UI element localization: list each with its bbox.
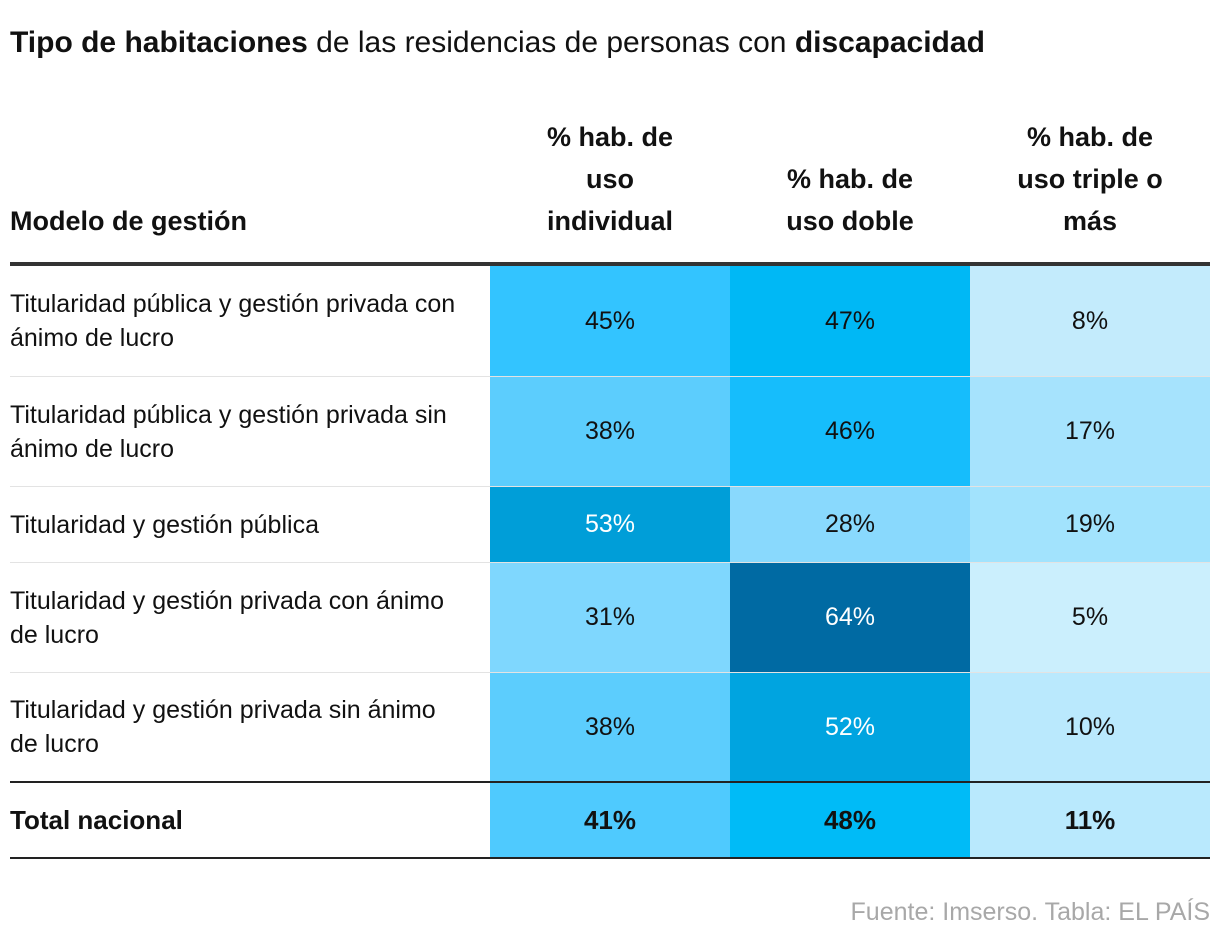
value-cell-individual: 38% [490, 673, 730, 781]
value-cell-individual: 31% [490, 563, 730, 672]
header-doble-column: % hab. de uso doble [730, 158, 970, 242]
header-line: individual [546, 206, 673, 236]
row-label: Titularidad pública y gestión privada si… [10, 377, 490, 486]
header-line: uso doble [786, 206, 914, 236]
footer-credit: Tabla: EL PAÍS [1044, 898, 1210, 926]
chart-title: Tipo de habitaciones de las residencias … [10, 24, 985, 62]
title-regular: de las residencias de personas con [307, 26, 795, 59]
header-line: % hab. de [786, 164, 914, 194]
value-cell-triple: 8% [970, 266, 1210, 376]
title-bold-1: Tipo de habitaciones [10, 26, 308, 59]
row-label: Titularidad y gestión privada con ánimo … [10, 563, 490, 672]
row-label-text: Titularidad y gestión pública [10, 510, 319, 539]
header-individual-column: % hab. de uso individual [490, 116, 730, 242]
title-bold-2: discapacidad [794, 26, 985, 59]
row-label: Titularidad y gestión pública [10, 487, 490, 562]
total-cell-doble: 48% [730, 783, 970, 857]
value-cell-triple: 5% [970, 563, 1210, 672]
row-label-text: Titularidad y gestión privada con ánimo … [10, 586, 445, 649]
header-triple-column: % hab. de uso triple o más [970, 116, 1210, 242]
header-line: más [1062, 206, 1118, 236]
value-cell-individual: 53% [490, 487, 730, 562]
total-label-text: Total nacional [10, 805, 183, 835]
header-line: Modelo de gestión [10, 206, 248, 236]
value-cell-individual: 45% [490, 266, 730, 376]
footer-separator: . [1031, 898, 1045, 926]
source-footer: Fuente: Imserso. Tabla: EL PAÍS [851, 898, 1210, 927]
header-line: uso [585, 164, 634, 194]
row-label: Titularidad y gestión privada sin ánimo … [10, 673, 490, 781]
table-header: Modelo de gestión % hab. de uso individual… [10, 118, 1210, 266]
row-label-text: Titularidad pública y gestión privada si… [10, 400, 447, 463]
value-cell-individual: 38% [490, 377, 730, 486]
table-body: Titularidad pública y gestión privada co… [10, 266, 1210, 783]
value-cell-doble: 46% [730, 377, 970, 486]
table-row: Titularidad y gestión privada sin ánimo … [10, 673, 1210, 783]
header-line: % hab. de [1026, 122, 1154, 152]
value-cell-triple: 17% [970, 377, 1210, 486]
total-row: Total nacional 41% 48% 11% [10, 783, 1210, 859]
total-cell-individual: 41% [490, 783, 730, 857]
row-label: Titularidad pública y gestión privada co… [10, 266, 490, 376]
value-cell-triple: 19% [970, 487, 1210, 562]
value-cell-doble: 52% [730, 673, 970, 781]
value-cell-triple: 10% [970, 673, 1210, 781]
header-line: uso triple o [1017, 164, 1163, 194]
table-row: Titularidad y gestión pública 53% 28% 19% [10, 487, 1210, 563]
data-table: Modelo de gestión % hab. de uso individual… [10, 118, 1210, 859]
table-row: Titularidad pública y gestión privada co… [10, 266, 1210, 377]
value-cell-doble: 28% [730, 487, 970, 562]
value-cell-doble: 64% [730, 563, 970, 672]
total-cell-triple: 11% [970, 783, 1210, 857]
value-cell-doble: 47% [730, 266, 970, 376]
header-line: % hab. de [546, 122, 674, 152]
row-label-text: Titularidad y gestión privada sin ánimo … [10, 696, 436, 758]
footer-source: Fuente: Imserso [850, 898, 1032, 926]
table-row: Titularidad pública y gestión privada si… [10, 377, 1210, 487]
header-label-column: Modelo de gestión [10, 200, 490, 242]
row-label-text: Titularidad pública y gestión privada co… [10, 290, 456, 352]
table-row: Titularidad y gestión privada con ánimo … [10, 563, 1210, 673]
total-label: Total nacional [10, 783, 490, 857]
